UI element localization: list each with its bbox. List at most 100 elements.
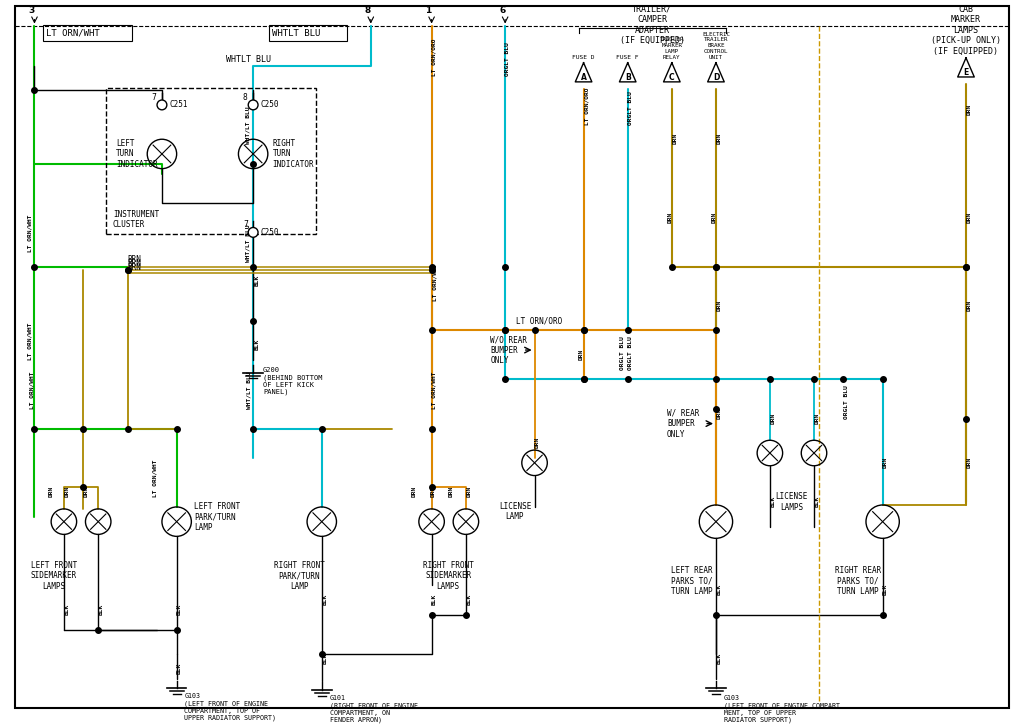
Text: BLK: BLK [255, 275, 259, 286]
Text: BLK: BLK [466, 594, 471, 605]
Text: BRN: BRN [128, 263, 141, 272]
Text: DRN: DRN [717, 300, 721, 311]
Text: G200
(BEHIND BOTTOM
OF LEFT KICK
PANEL): G200 (BEHIND BOTTOM OF LEFT KICK PANEL) [263, 367, 323, 395]
Text: FUSE F: FUSE F [616, 55, 639, 60]
Text: DRN: DRN [967, 212, 972, 222]
Text: LEFT REAR
PARKS TO/
TURN LAMP: LEFT REAR PARKS TO/ TURN LAMP [671, 566, 713, 595]
Text: RIGHT FRONT
PARK/TURN
LAMP: RIGHT FRONT PARK/TURN LAMP [273, 561, 325, 590]
Text: DRN: DRN [673, 133, 677, 144]
Text: CAB
MARKER
LAMPS
(PICK-UP ONLY)
(IF EQUIPPED): CAB MARKER LAMPS (PICK-UP ONLY) (IF EQUI… [931, 5, 1001, 55]
Text: A: A [581, 73, 587, 82]
Text: DRN: DRN [967, 457, 972, 467]
Circle shape [248, 100, 258, 110]
Text: BLK: BLK [255, 339, 259, 350]
Text: LT ORN/WHT: LT ORN/WHT [431, 371, 436, 409]
Text: WHTLT BLU: WHTLT BLU [225, 55, 270, 64]
Text: W/ REAR
BUMPER
ONLY: W/ REAR BUMPER ONLY [667, 409, 699, 438]
Text: WHT/LT BLU: WHT/LT BLU [247, 371, 252, 409]
Text: LICENSE
LAMPS: LICENSE LAMPS [775, 492, 808, 512]
Text: BLK: BLK [432, 594, 437, 605]
Text: DRN: DRN [712, 212, 717, 222]
Text: BLK: BLK [814, 496, 819, 507]
Text: ORGLT BLU: ORGLT BLU [628, 336, 633, 369]
Text: C250: C250 [261, 100, 280, 110]
Text: BLK: BLK [98, 603, 103, 615]
Circle shape [248, 228, 258, 237]
Text: BLK: BLK [717, 653, 721, 664]
Text: W/O REAR
BUMPER
ONLY: W/O REAR BUMPER ONLY [490, 335, 527, 365]
Text: C250: C250 [261, 228, 280, 237]
Text: WHT/LT BLU: WHT/LT BLU [246, 225, 251, 262]
Text: D: D [713, 73, 719, 82]
Text: LICENSE
LAMP: LICENSE LAMP [499, 502, 531, 521]
Text: WHT/LT BLU: WHT/LT BLU [246, 107, 251, 144]
Text: E: E [964, 68, 969, 77]
Text: BLK: BLK [177, 603, 182, 615]
Text: DRN: DRN [412, 486, 417, 497]
Text: LT ORN/ORO: LT ORN/ORO [584, 87, 589, 124]
Text: BLK: BLK [770, 496, 775, 507]
Text: DRN: DRN [84, 486, 89, 497]
Text: LT ORN/WHT: LT ORN/WHT [153, 459, 158, 497]
Text: LEFT FRONT
SIDEMARKER
LAMPS: LEFT FRONT SIDEMARKER LAMPS [31, 561, 77, 590]
Text: 8: 8 [365, 6, 371, 15]
Text: DRN: DRN [535, 437, 540, 448]
Text: 7: 7 [152, 92, 157, 102]
Text: 7: 7 [243, 220, 248, 229]
Text: BLK: BLK [323, 653, 328, 664]
Text: C: C [669, 73, 675, 82]
Text: DRN: DRN [770, 412, 775, 424]
Text: ORGLT BLU: ORGLT BLU [505, 41, 510, 76]
Text: LT ORN/ORO: LT ORN/ORO [516, 316, 562, 326]
Circle shape [157, 100, 167, 110]
Text: ORGLT BLU: ORGLT BLU [621, 336, 626, 369]
Text: BLK: BLK [883, 584, 888, 595]
Text: 1: 1 [426, 6, 432, 15]
Text: G101
(RIGHT FRONT OF ENGINE
COMPARTMENT, ON
FENDER APRON): G101 (RIGHT FRONT OF ENGINE COMPARTMENT,… [330, 695, 418, 723]
Text: DRN: DRN [967, 103, 972, 115]
Text: TRAILER/
CAMPER
ADAPTER
(IF EQUIPPED): TRAILER/ CAMPER ADAPTER (IF EQUIPPED) [620, 5, 685, 45]
Text: G103
(LEFT FRONT OF ENGINE COMPART
MENT, TOP OF UPPER
RADIATOR SUPPORT): G103 (LEFT FRONT OF ENGINE COMPART MENT,… [724, 695, 840, 723]
Text: 6: 6 [499, 6, 505, 15]
Text: LEFT FRONT
PARK/TURN
LAMP: LEFT FRONT PARK/TURN LAMP [195, 502, 241, 531]
Text: LEFT
TURN
INDICATOR: LEFT TURN INDICATOR [116, 139, 158, 169]
Text: BLK: BLK [177, 662, 182, 674]
Text: G103
(LEFT FRONT OF ENGINE
COMPARTMENT, TOP OF
UPPER RADIATOR SUPPORT): G103 (LEFT FRONT OF ENGINE COMPARTMENT, … [184, 694, 276, 721]
Text: BRN: BRN [128, 260, 141, 268]
Text: TRAILER
MARKER
LAMP
RELAY: TRAILER MARKER LAMP RELAY [659, 37, 684, 60]
Text: ELECTRIC
TRAILER
BRAKE
CONTROL
UNIT: ELECTRIC TRAILER BRAKE CONTROL UNIT [702, 31, 730, 60]
Text: RIGHT REAR
PARKS TO/
TURN LAMP: RIGHT REAR PARKS TO/ TURN LAMP [835, 566, 882, 595]
Text: LT ORN/WHT: LT ORN/WHT [27, 322, 32, 360]
Text: DRN: DRN [883, 457, 888, 467]
Text: DRN: DRN [717, 407, 721, 419]
Text: BLK: BLK [717, 584, 721, 595]
Text: LT ORN/ORO: LT ORN/ORO [431, 38, 436, 76]
Text: BLK: BLK [323, 594, 328, 605]
Text: 3: 3 [29, 6, 35, 15]
Text: FUSE D: FUSE D [572, 55, 595, 60]
Text: DRN: DRN [967, 300, 972, 311]
Text: DRN: DRN [49, 486, 53, 497]
Text: DRN: DRN [431, 486, 436, 497]
Text: DRN: DRN [580, 349, 584, 360]
Text: BLK: BLK [65, 603, 70, 615]
Text: ORGLT BLU: ORGLT BLU [844, 385, 849, 419]
Text: DRN: DRN [668, 212, 673, 222]
Text: LT ORN/WHT: LT ORN/WHT [27, 214, 32, 252]
Text: ORGLT BLU: ORGLT BLU [628, 91, 633, 124]
Text: LT ORN/WHT: LT ORN/WHT [29, 371, 34, 409]
Text: WHTLT BLU: WHTLT BLU [271, 29, 321, 38]
Text: LT ORN/WHT: LT ORN/WHT [46, 29, 100, 38]
Text: DRN: DRN [717, 133, 721, 144]
Text: BRN: BRN [128, 255, 141, 265]
Text: DRN: DRN [814, 412, 819, 424]
Text: DRN: DRN [449, 486, 454, 497]
Text: RIGHT
TURN
INDICATOR: RIGHT TURN INDICATOR [272, 139, 314, 169]
Text: DRN: DRN [466, 486, 471, 497]
Text: INSTRUMENT
CLUSTER: INSTRUMENT CLUSTER [113, 210, 159, 229]
Text: DRN: DRN [65, 486, 70, 497]
Text: 8: 8 [243, 92, 248, 102]
Text: C251: C251 [170, 100, 188, 110]
Text: LT ORN/WHT: LT ORN/WHT [432, 263, 437, 301]
Text: RIGHT FRONT
SIDEMARKER
LAMPS: RIGHT FRONT SIDEMARKER LAMPS [423, 561, 474, 590]
